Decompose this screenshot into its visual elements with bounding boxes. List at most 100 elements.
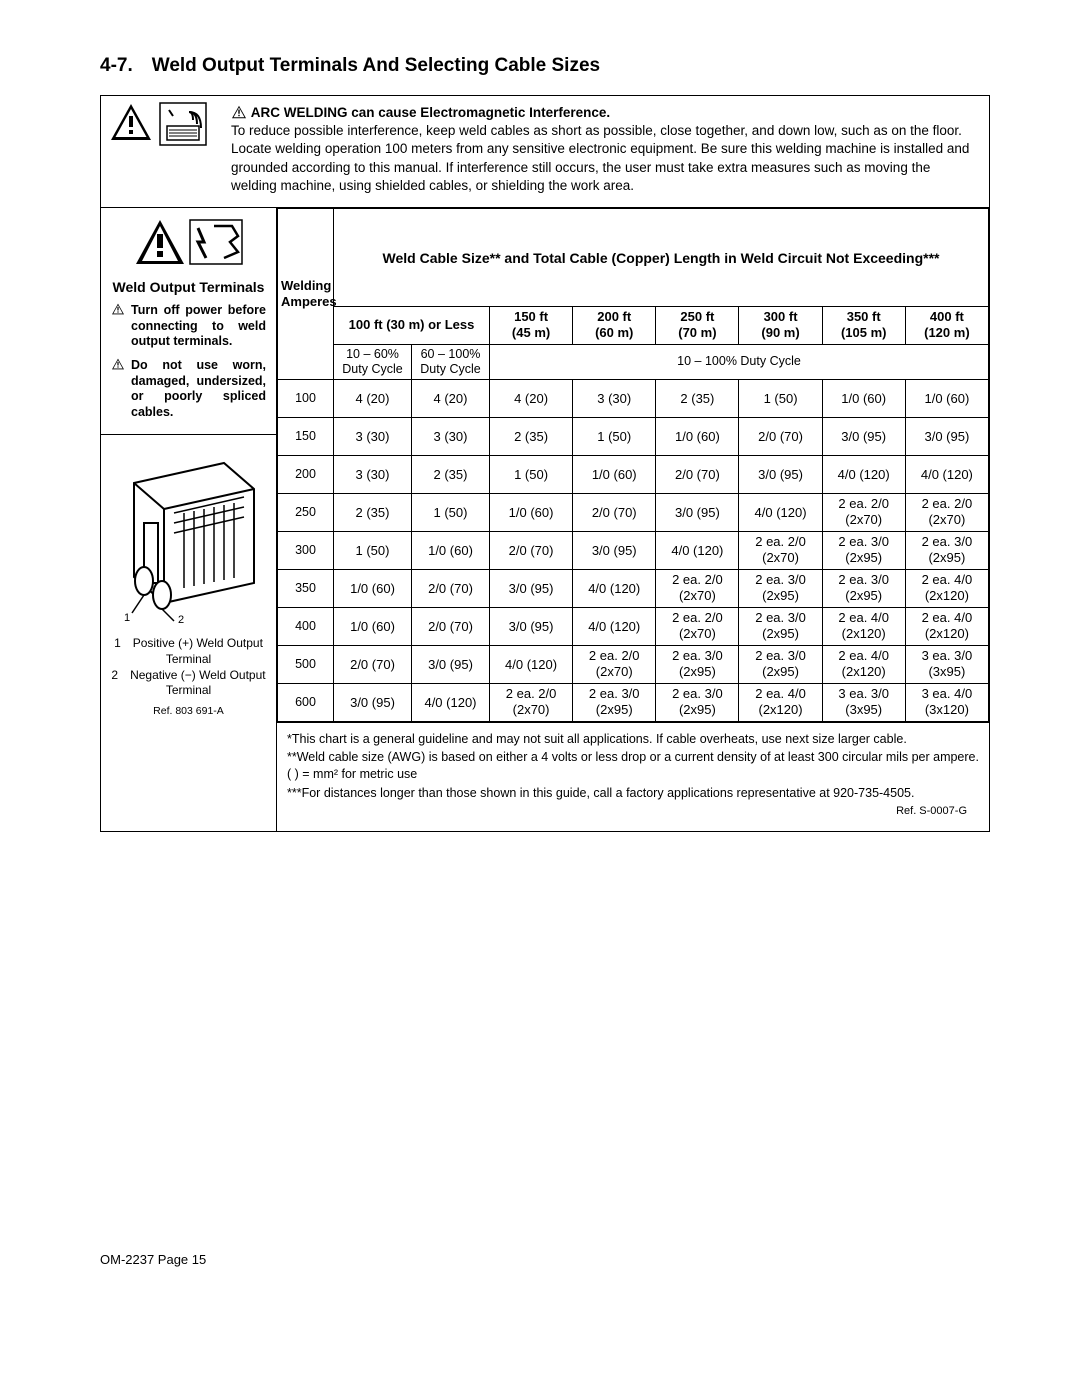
cable-size-table: Welding Amperes Weld Cable Size** and To… [277, 208, 989, 722]
size-cell: 3 (30) [412, 417, 490, 455]
table-row: 3501/0 (60)2/0 (70)3/0 (95)4/0 (120)2 ea… [278, 569, 989, 607]
size-cell: 2 ea. 3/0(2x95) [739, 569, 822, 607]
size-cell: 2 (35) [334, 493, 412, 531]
size-cell: 3/0 (95) [822, 417, 905, 455]
section-title: 4-7. Weld Output Terminals And Selecting… [100, 55, 990, 77]
emi-warning-row: ARC WELDING can cause Electromagnetic In… [101, 96, 989, 208]
emi-icon-cell [101, 96, 221, 207]
col-header-200ft: 200 ft(60 m) [573, 307, 656, 345]
terminals-heading: Weld Output Terminals [111, 279, 266, 295]
size-cell: 2/0 (70) [573, 493, 656, 531]
size-cell: 1/0 (60) [656, 417, 739, 455]
size-cell: 1/0 (60) [822, 379, 905, 417]
col-header-300ft: 300 ft(90 m) [739, 307, 822, 345]
content-box: ARC WELDING can cause Electromagnetic In… [100, 95, 990, 832]
table-row: 1004 (20)4 (20)4 (20)3 (30)2 (35)1 (50)1… [278, 379, 989, 417]
size-cell: 4 (20) [412, 379, 490, 417]
right-column: Welding Amperes Weld Cable Size** and To… [277, 208, 989, 831]
size-cell: 2 ea. 2/0(2x70) [573, 645, 656, 683]
col-header-250ft: 250 ft(70 m) [656, 307, 739, 345]
size-cell: 3/0 (95) [334, 683, 412, 721]
size-cell: 2 (35) [412, 455, 490, 493]
callout-2: 2 Negative (−) Weld Output Terminal [107, 668, 270, 699]
size-cell: 2/0 (70) [739, 417, 822, 455]
footnote-1: *This chart is a general guideline and m… [287, 731, 979, 748]
size-cell: 4/0 (120) [905, 455, 988, 493]
duty-cycle-a: 10 – 60% Duty Cycle [334, 344, 412, 379]
size-cell: 1/0 (60) [334, 569, 412, 607]
size-cell: 2 ea. 4/0(2x120) [905, 569, 988, 607]
size-cell: 4/0 (120) [412, 683, 490, 721]
footnote-3: ***For distances longer than those shown… [287, 785, 979, 802]
col-header-350ft: 350 ft(105 m) [822, 307, 905, 345]
size-cell: 2 ea. 2/0(2x70) [822, 493, 905, 531]
size-cell: 2 (35) [656, 379, 739, 417]
size-cell: 2 ea. 4/0(2x120) [739, 683, 822, 721]
shock-hazard-icon [111, 218, 266, 271]
size-cell: 1 (50) [739, 379, 822, 417]
amp-cell: 500 [278, 645, 334, 683]
warning-triangle-icon [231, 105, 251, 120]
size-cell: 1/0 (60) [334, 607, 412, 645]
size-cell: 2/0 (70) [656, 455, 739, 493]
size-cell: 3/0 (95) [656, 493, 739, 531]
size-cell: 4 (20) [490, 379, 573, 417]
size-cell: 3 (30) [334, 417, 412, 455]
table-row: 1503 (30)3 (30)2 (35)1 (50)1/0 (60)2/0 (… [278, 417, 989, 455]
amp-cell: 100 [278, 379, 334, 417]
table-row: 2003 (30)2 (35)1 (50)1/0 (60)2/0 (70)3/0… [278, 455, 989, 493]
size-cell: 3/0 (95) [573, 531, 656, 569]
size-cell: 4/0 (120) [739, 493, 822, 531]
size-cell: 3 (30) [334, 455, 412, 493]
size-cell: 1 (50) [490, 455, 573, 493]
table-row: 5002/0 (70)3/0 (95)4/0 (120)2 ea. 2/0(2x… [278, 645, 989, 683]
table-row: 2502 (35)1 (50)1/0 (60)2/0 (70)3/0 (95)4… [278, 493, 989, 531]
size-cell: 1 (50) [334, 531, 412, 569]
size-cell: 2 ea. 3/0(2x95) [656, 645, 739, 683]
size-cell: 3/0 (95) [412, 645, 490, 683]
warning-triangle-icon [111, 303, 125, 350]
warning-triangle-icon [111, 358, 125, 421]
table-row: 6003/0 (95)4/0 (120)2 ea. 2/0(2x70)2 ea.… [278, 683, 989, 721]
size-cell: 1/0 (60) [573, 455, 656, 493]
amp-cell: 600 [278, 683, 334, 721]
size-cell: 1/0 (60) [905, 379, 988, 417]
table-row: 3001 (50)1/0 (60)2/0 (70)3/0 (95)4/0 (12… [278, 531, 989, 569]
size-cell: 1/0 (60) [490, 493, 573, 531]
amp-cell: 350 [278, 569, 334, 607]
amp-cell: 250 [278, 493, 334, 531]
emi-warning-text: ARC WELDING can cause Electromagnetic In… [221, 96, 989, 207]
size-cell: 3 (30) [573, 379, 656, 417]
terminal-warning-2: Do not use worn, damaged, undersized, or… [131, 358, 266, 421]
size-cell: 3/0 (95) [905, 417, 988, 455]
size-cell: 3/0 (95) [490, 569, 573, 607]
terminals-heading-cell: Weld Output Terminals Turn off power bef… [101, 208, 276, 435]
size-cell: 2/0 (70) [412, 569, 490, 607]
size-cell: 2 ea. 3/0(2x95) [822, 531, 905, 569]
size-cell: 4/0 (120) [656, 531, 739, 569]
illustration-caption: 1 Positive (+) Weld Output Terminal 2 Ne… [107, 636, 270, 718]
size-cell: 2 ea. 4/0(2x120) [905, 607, 988, 645]
size-cell: 4/0 (120) [822, 455, 905, 493]
duty-cycle-c: 10 – 100% Duty Cycle [490, 344, 989, 379]
size-cell: 4/0 (120) [490, 645, 573, 683]
callout-1: 1 Positive (+) Weld Output Terminal [107, 636, 270, 667]
emi-wave-icon [159, 102, 207, 146]
size-cell: 2/0 (70) [334, 645, 412, 683]
size-cell: 2 ea. 3/0(2x95) [739, 645, 822, 683]
amp-cell: 400 [278, 607, 334, 645]
size-cell: 2 ea. 2/0(2x70) [656, 569, 739, 607]
size-cell: 1 (50) [573, 417, 656, 455]
size-cell: 1/0 (60) [412, 531, 490, 569]
size-cell: 3/0 (95) [739, 455, 822, 493]
table-main-header: Weld Cable Size** and Total Cable (Coppe… [334, 209, 989, 307]
machine-illustration-cell: 1 2 1 Positive (+) Weld Output Terminal … [101, 435, 276, 728]
left-column: Weld Output Terminals Turn off power bef… [101, 208, 277, 831]
size-cell: 2/0 (70) [490, 531, 573, 569]
duty-cycle-b: 60 – 100% Duty Cycle [412, 344, 490, 379]
warning-triangle-icon [109, 102, 153, 142]
size-cell: 3 ea. 4/0(3x120) [905, 683, 988, 721]
amp-cell: 200 [278, 455, 334, 493]
body-row: Weld Output Terminals Turn off power bef… [101, 208, 989, 831]
size-cell: 3 ea. 3/0(3x95) [822, 683, 905, 721]
